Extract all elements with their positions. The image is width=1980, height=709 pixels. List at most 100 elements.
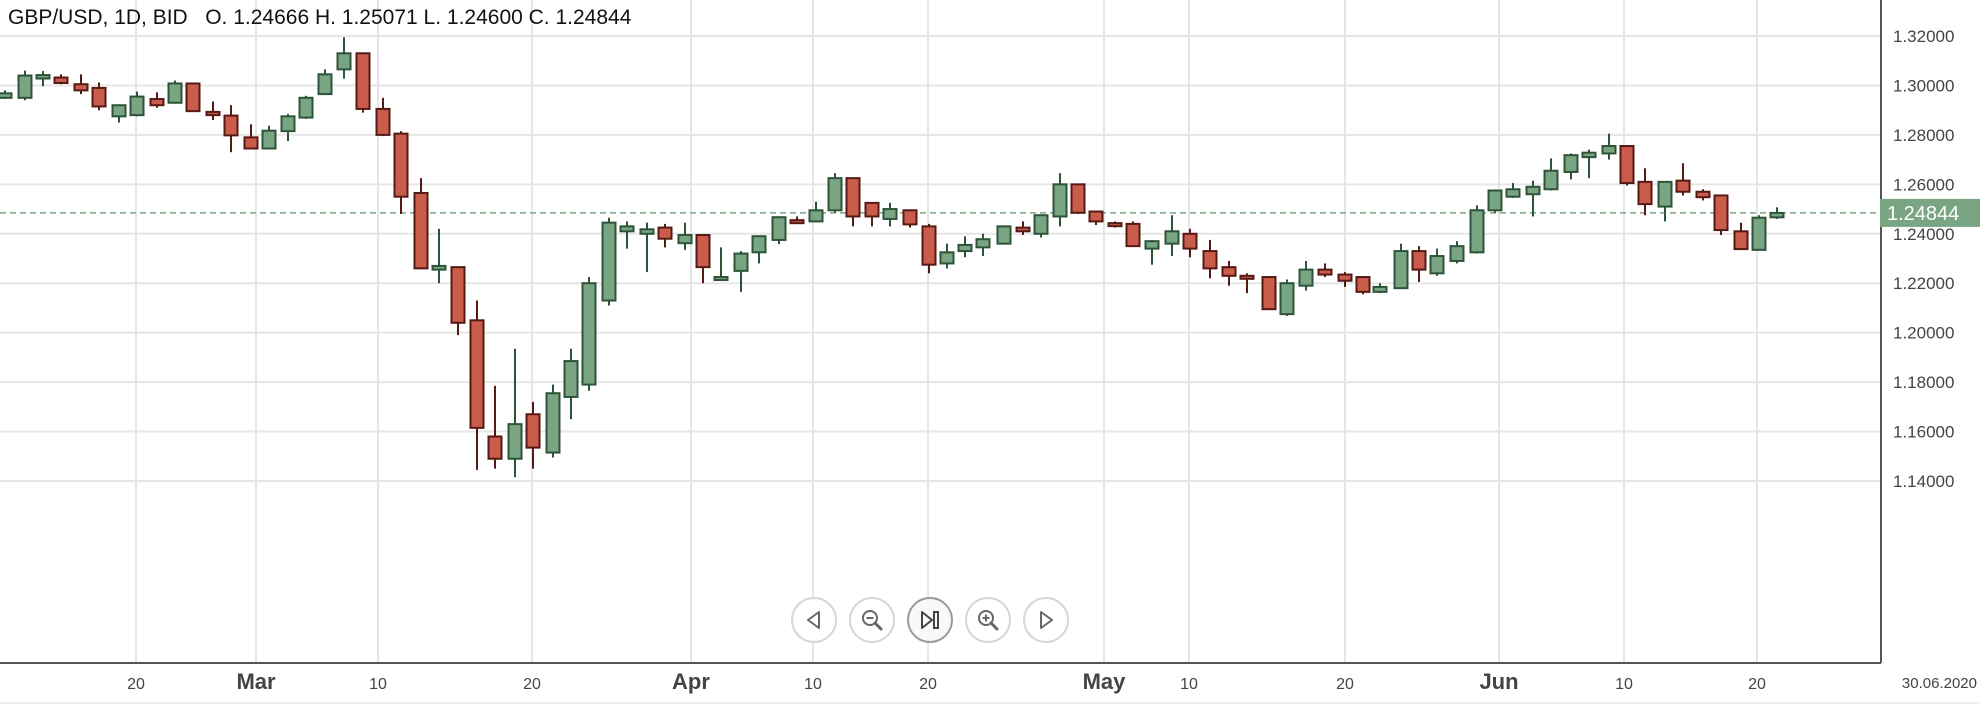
candle-body [1261,276,1277,311]
footer-divider [0,702,1980,704]
bullish-candle [1769,207,1785,219]
candle-body [261,129,277,150]
candle-body [223,114,239,137]
bearish-candle [1675,163,1691,196]
bullish-candle [639,222,655,273]
bearish-candle [525,401,541,469]
last-price-badge: 1.24844 [1880,198,1980,227]
candle-body [1637,180,1653,206]
candle-body [393,132,409,198]
scroll-right-button[interactable] [1023,597,1069,643]
bullish-candle [771,216,787,245]
bearish-candle [864,201,880,227]
bullish-candle [1279,279,1295,316]
candle-body [902,209,918,226]
bullish-candle [1751,215,1767,251]
bullish-candle [111,104,127,123]
bearish-candle [375,97,391,137]
reset-to-latest-button[interactable] [907,597,953,643]
bullish-candle [957,236,973,258]
candle-body [677,234,693,245]
bearish-candle [393,131,409,214]
candle-body [1751,216,1767,251]
scroll-left-button[interactable] [791,597,837,643]
bearish-candle [1261,276,1277,311]
candle-body [205,110,221,117]
candle-body [601,221,617,302]
y-tick-label: 1.28000 [1893,126,1954,145]
x-tick-label: 10 [1180,676,1198,693]
bullish-candle [1525,180,1541,217]
candle-body [1355,276,1371,293]
candle-body [1525,185,1541,196]
x-tick-label: 20 [1748,676,1766,693]
candle-body [487,435,503,460]
bullish-candle [1033,214,1049,238]
candle-body [563,360,579,398]
bullish-candle [0,90,13,100]
x-tick-label: May [1083,669,1127,694]
axes [0,0,1882,664]
candle-body [149,98,165,107]
candle-body [1411,250,1427,271]
bullish-candle [1429,248,1445,276]
bearish-candle [1221,260,1237,286]
bullish-candle [129,91,145,117]
bullish-candle [581,277,597,391]
candle-body [167,82,183,104]
y-tick-label: 1.20000 [1893,324,1954,343]
candle-body [1337,273,1353,282]
bullish-candle [713,247,729,282]
bearish-candle [1182,228,1198,258]
y-tick-label: 1.22000 [1893,274,1954,293]
bullish-candle [1372,283,1388,294]
zoom-out-button[interactable] [849,597,895,643]
bullish-candle [1469,205,1485,254]
bearish-candle [91,82,107,111]
candle-body [1429,255,1445,275]
candle-body [1239,274,1255,280]
x-tick-label: 20 [1336,676,1354,693]
bullish-candle [1601,133,1617,160]
bullish-candle [1052,173,1068,227]
candle-body [1543,169,1559,191]
bearish-candle [1637,168,1653,216]
candle-body [581,282,597,386]
candle-body [1675,179,1691,193]
x-tick-label: 20 [523,676,541,693]
bearish-candle [1695,189,1711,201]
bearish-candle [1239,273,1255,294]
candle-body [975,238,991,249]
candle-body [17,74,33,99]
x-tick-label: Apr [672,669,710,694]
bearish-candle [1202,239,1218,279]
candle-body [111,104,127,118]
zoom-in-button[interactable] [965,597,1011,643]
bullish-candle [280,113,296,142]
bearish-candle [1015,221,1031,236]
candle-body [1125,222,1141,248]
bearish-candle [1317,263,1333,278]
bullish-candle [677,222,693,250]
bearish-candle [53,74,69,85]
y-tick-label: 1.32000 [1893,27,1954,46]
candle-body [996,225,1012,245]
candle-body [1581,151,1597,159]
candle-body [1202,250,1218,270]
candles [0,37,1785,478]
candle-body [469,319,485,429]
bullish-candle [261,125,277,150]
candle-body [545,392,561,454]
candle-body [280,115,296,133]
candle-body [185,82,201,113]
bearish-candle [1088,210,1104,226]
candle-body [1657,180,1673,208]
bullish-candle [431,228,447,284]
bearish-candle [1125,221,1141,248]
bearish-candle [902,209,918,228]
bullish-candle [298,95,314,119]
x-tick-label: 20 [919,676,937,693]
candle-body [53,76,69,84]
